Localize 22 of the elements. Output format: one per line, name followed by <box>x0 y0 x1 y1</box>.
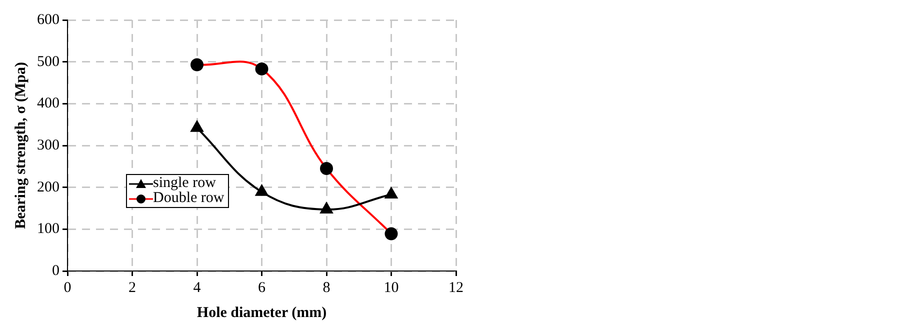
y-tick-label: 200 <box>37 179 60 196</box>
point <box>190 120 204 132</box>
x-tick-label: 12 <box>448 280 464 296</box>
legend-label: Double row <box>153 190 224 206</box>
point <box>320 202 333 214</box>
y-tick-label: 500 <box>37 54 60 70</box>
x-tick-label: 4 <box>193 280 202 296</box>
legend-label: single row <box>153 175 216 191</box>
y-axis-title: Bearing strength, σ (Mpa) <box>12 62 29 230</box>
y-tick-label: 0 <box>52 262 60 279</box>
x-tick-label: 10 <box>384 280 399 296</box>
point <box>256 184 268 196</box>
x-tick-label: 2 <box>128 280 136 296</box>
x-tick-label: 8 <box>322 280 330 296</box>
x-tick-label: 6 <box>258 280 266 296</box>
y-tick-label: 100 <box>37 221 60 238</box>
y-tick-label: 300 <box>37 137 60 154</box>
x-axis-title: Hole diameter (mm) <box>196 304 327 321</box>
x-tick-label: 0 <box>64 280 72 296</box>
y-tick-label: 400 <box>37 96 60 112</box>
y-tick-label: 600 <box>37 12 60 28</box>
point <box>385 187 398 198</box>
